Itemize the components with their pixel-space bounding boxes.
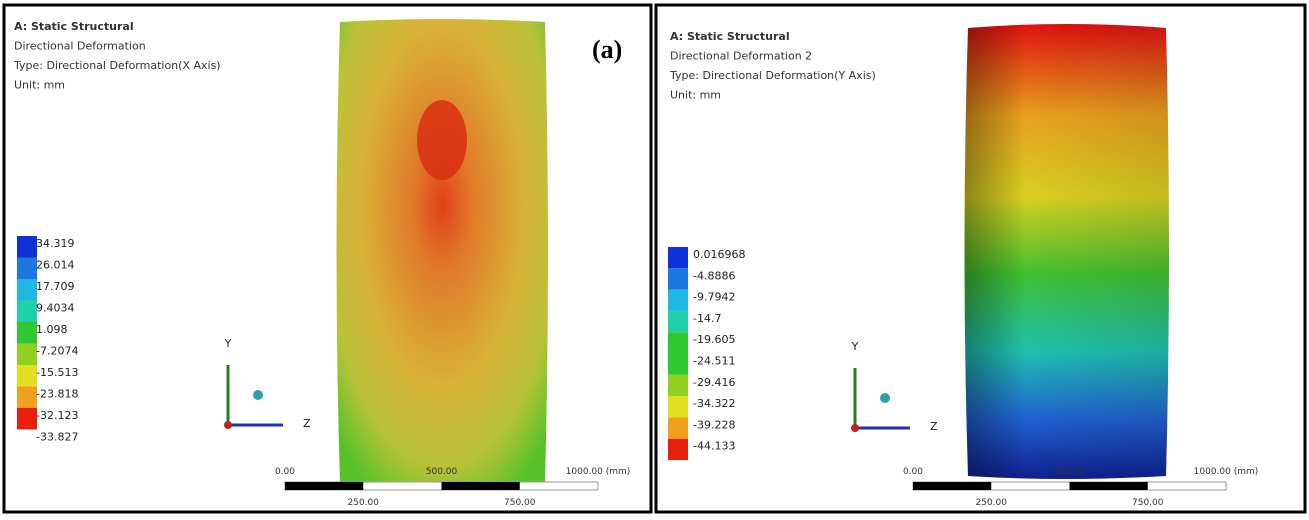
legend-swatch	[17, 301, 37, 323]
legend-label: -7.2074	[36, 345, 78, 358]
legend-label: -32.123	[36, 409, 78, 422]
legend-swatch	[668, 268, 688, 289]
legend-swatch	[17, 279, 37, 301]
legend-swatch	[668, 375, 688, 396]
legend-label: -23.818	[36, 388, 78, 401]
scale-label: 1000.00 (mm)	[1194, 467, 1259, 477]
header-title: A: Static Structural	[14, 20, 134, 33]
axis-label-z: Z	[303, 417, 311, 430]
legend-label: -4.8886	[693, 269, 735, 282]
scale-label: 0.00	[903, 467, 923, 477]
axis-origin	[224, 421, 232, 429]
header-title: A: Static Structural	[670, 30, 790, 43]
legend-label: -33.827	[36, 431, 78, 444]
legend-swatch	[17, 322, 37, 344]
header-line: Type: Directional Deformation(Y Axis)	[669, 69, 876, 82]
header-line: Unit: mm	[670, 89, 721, 102]
legend-swatch	[668, 354, 688, 375]
legend-swatch	[17, 365, 37, 387]
axis-label-y: Y	[224, 337, 232, 350]
legend-swatch	[17, 408, 37, 430]
legend-swatch	[668, 247, 688, 268]
legend-label: 34.319	[36, 237, 75, 250]
header-line: Directional Deformation	[14, 40, 146, 53]
panel-label: (a)	[592, 35, 622, 64]
panel-frame	[4, 5, 651, 512]
legend-swatch	[668, 290, 688, 311]
axis-sphere	[253, 390, 263, 400]
legend-swatch	[668, 311, 688, 332]
legend-swatch	[17, 236, 37, 258]
legend-swatch	[17, 344, 37, 366]
legend-label: -44.133	[693, 440, 735, 453]
legend-label: -24.511	[693, 355, 735, 368]
legend-label: -15.513	[36, 366, 78, 379]
legend-label: 0.016968	[693, 248, 746, 261]
scale-label: 750.00	[1132, 498, 1164, 508]
axis-label-y: Y	[851, 340, 859, 353]
scale-bar-seg	[1070, 482, 1148, 490]
page: {"panels":[ {"label":"(a)","header":["A:…	[0, 0, 1309, 520]
model-shading	[965, 24, 1170, 479]
hotspot	[417, 100, 467, 180]
legend-swatch	[668, 332, 688, 353]
scale-label: 500.00	[426, 467, 458, 477]
legend-swatch	[17, 387, 37, 409]
scale-label: 0.00	[275, 467, 295, 477]
axis-origin	[851, 424, 859, 432]
legend-label: -19.605	[693, 333, 735, 346]
legend-label: -9.7942	[693, 291, 735, 304]
scale-bar-seg	[913, 482, 991, 490]
legend-swatch	[668, 439, 688, 460]
legend-label: 1.098	[36, 323, 68, 336]
scale-label: 750.00	[504, 498, 536, 508]
model-shape	[337, 19, 549, 485]
scale-label: 500.00	[1054, 467, 1086, 477]
legend-swatch	[17, 258, 37, 280]
legend-label: 9.4034	[36, 302, 75, 315]
legend-label: 17.709	[36, 280, 75, 293]
axis-label-z: Z	[930, 420, 938, 433]
header-line: Unit: mm	[14, 79, 65, 92]
scale-bar-seg	[442, 482, 520, 490]
legend-label: -14.7	[693, 312, 721, 325]
scale-label: 250.00	[976, 498, 1008, 508]
figure: (a) A: Static Structural Directional Defor…	[0, 0, 1309, 516]
legend-label: -39.228	[693, 418, 735, 431]
axis-sphere	[880, 393, 890, 403]
legend-label: 26.014	[36, 259, 75, 272]
scale-label: 250.00	[348, 498, 380, 508]
scale-label: 1000.00 (mm)	[566, 467, 631, 477]
legend-swatch	[668, 417, 688, 438]
header-line: Type: Directional Deformation(X Axis)	[13, 59, 221, 72]
header-line: Directional Deformation 2	[670, 50, 812, 63]
legend-label: -34.322	[693, 397, 735, 410]
legend-label: -29.416	[693, 376, 735, 389]
scale-bar-seg	[285, 482, 363, 490]
legend-swatch	[668, 396, 688, 417]
